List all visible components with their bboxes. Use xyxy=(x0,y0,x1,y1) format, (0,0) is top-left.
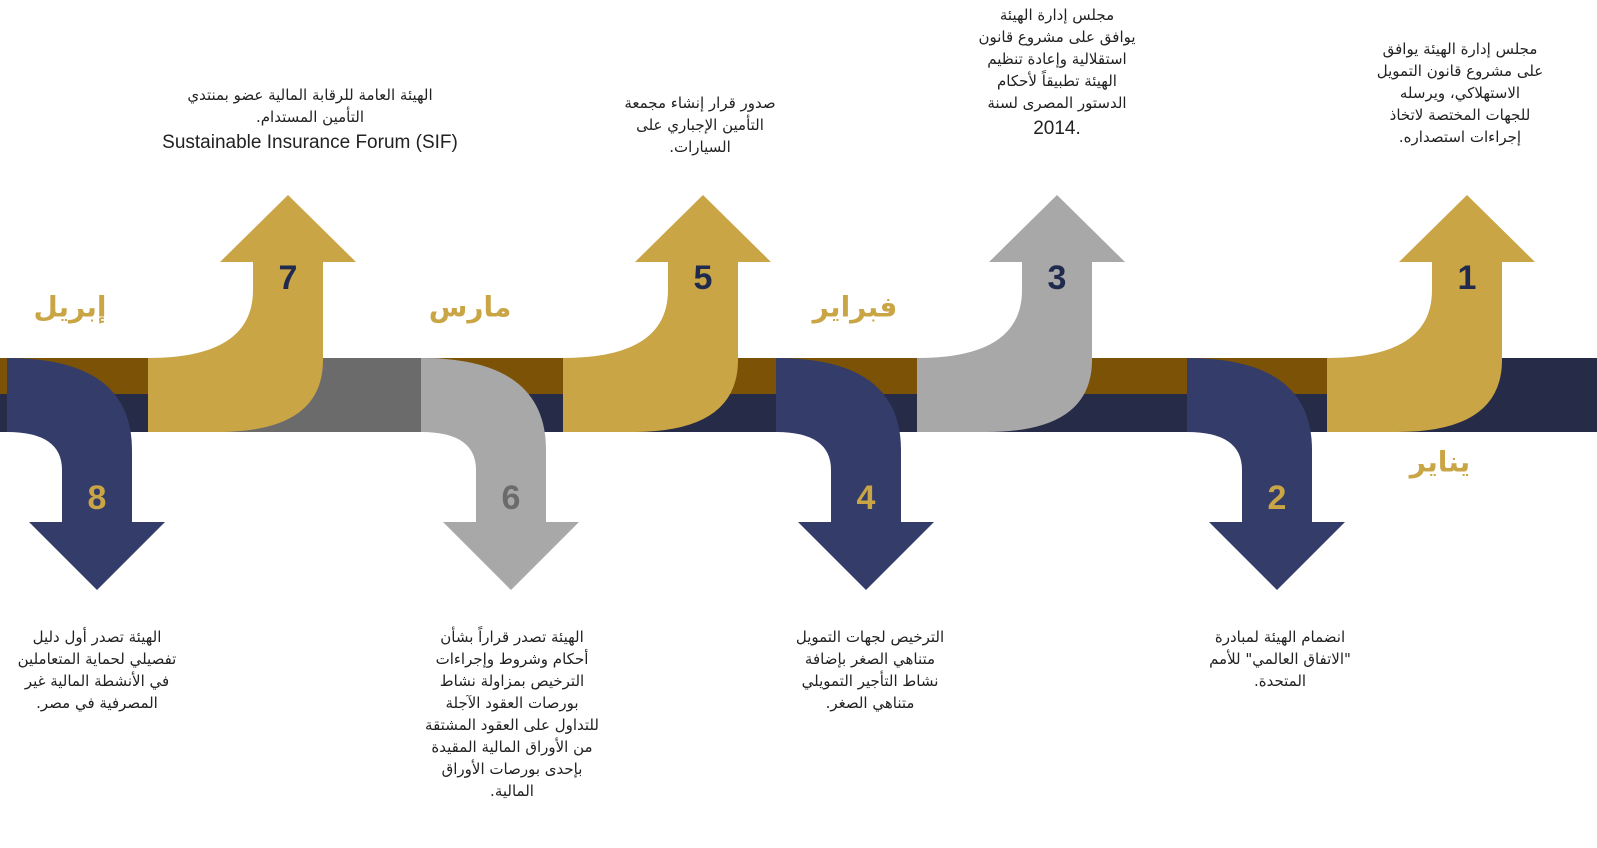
month-label: يناير xyxy=(1409,445,1471,479)
event-number: 5 xyxy=(694,259,713,297)
event-line: السيارات. xyxy=(669,138,731,156)
event-line: "الاتفاق العالمي" للأمم xyxy=(1209,650,1351,668)
event-line: بورصات العقود الآجلة xyxy=(445,694,579,712)
event-line: الهيئة تطبيقاً لأحكام xyxy=(997,72,1117,90)
event-text: الهيئة تصدر أول دليل تفصيلي لحماية المتعا… xyxy=(0,626,247,714)
event-line: انضمام الهيئة لمبادرة xyxy=(1214,628,1346,646)
event-number: 7 xyxy=(279,259,298,297)
event-number: 4 xyxy=(857,479,876,517)
month-label: فبراير xyxy=(812,290,898,324)
event-line: الهيئة تصدر قراراً بشأن xyxy=(440,628,584,646)
event-text: مجلس إدارة الهيئة يوافق على مشروع قانون ا… xyxy=(1310,38,1597,148)
event-line: الدستور المصرى لسنة xyxy=(987,94,1127,112)
event-line: نشاط التأجير التمويلي xyxy=(801,672,939,690)
event-line: التأمين المستدام. xyxy=(256,108,364,126)
event-line: المصرفية في مصر. xyxy=(36,694,158,712)
arrow xyxy=(776,358,934,590)
arrow xyxy=(1327,195,1535,432)
event-text: مجلس إدارة الهيئة يوافق على مشروع قانون اس… xyxy=(907,4,1207,140)
event-text: انضمام الهيئة لمبادرة "الاتفاق العالمي" ل… xyxy=(1130,626,1430,692)
event-line: على مشروع قانون التمويل xyxy=(1376,62,1544,80)
event-line: Sustainable Insurance Forum (SIF) xyxy=(162,132,458,153)
month-label: إبريل xyxy=(33,290,107,324)
arrow xyxy=(7,358,165,590)
event-line: مجلس إدارة الهيئة xyxy=(999,6,1115,24)
event-number: 8 xyxy=(88,479,107,517)
event-line: التأمين الإجباري على xyxy=(636,116,764,134)
event-line: الاستهلاكي، ويرسله xyxy=(1399,84,1521,102)
event-line: إجراءات استصداره. xyxy=(1398,128,1522,146)
event-line: مجلس إدارة الهيئة يوافق xyxy=(1382,40,1538,58)
event-line: للجهات المختصة لاتخاذ xyxy=(1389,106,1531,124)
event-line: يوافق على مشروع قانون xyxy=(978,28,1136,46)
event-number: 2 xyxy=(1268,479,1287,517)
event-line: المتحدة. xyxy=(1253,672,1307,690)
arrow xyxy=(1187,358,1345,590)
event-line: صدور قرار إنشاء مجمعة xyxy=(624,94,776,112)
event-line: من الأوراق المالية المقيدة xyxy=(431,738,593,756)
event-line: استقلالية وإعادة تنظيم xyxy=(987,50,1127,68)
event-line: متناهي الصغر. xyxy=(825,694,915,712)
event-line: 2014. xyxy=(1033,118,1081,139)
event-number: 6 xyxy=(502,479,521,517)
arrow xyxy=(917,195,1125,432)
event-line: الهيئة تصدر أول دليل xyxy=(32,628,162,646)
arrow xyxy=(148,195,356,432)
event-line: الترخيص لجهات التمويل xyxy=(795,628,945,646)
event-line: في الأنشطة المالية غير xyxy=(24,672,170,690)
event-line: المالية. xyxy=(490,782,534,800)
event-line: الهيئة العامة للرقابة المالية عضو بمنتدي xyxy=(187,86,433,104)
month-label: مارس xyxy=(428,290,512,324)
event-text: الترخيص لجهات التمويل متناهي الصغر بإضافة… xyxy=(720,626,1020,714)
event-line: الترخيص بمزاولة نشاط xyxy=(439,672,585,690)
event-line: بإحدى بورصات الأوراق xyxy=(441,760,583,778)
event-text: الهيئة تصدر قراراً بشأن أحكام وشروط وإجرا… xyxy=(362,626,662,802)
event-line: للتداول على العقود المشتقة xyxy=(425,716,599,734)
arrow xyxy=(563,195,771,432)
event-line: متناهي الصغر بإضافة xyxy=(804,650,936,668)
event-line: أحكام وشروط وإجراءات xyxy=(435,650,589,668)
event-text: الهيئة العامة للرقابة المالية عضو بمنتدي… xyxy=(160,84,460,154)
event-text: صدور قرار إنشاء مجمعة التأمين الإجباري عل… xyxy=(550,92,850,158)
event-number: 1 xyxy=(1458,259,1477,297)
event-line: تفصيلي لحماية المتعاملين xyxy=(17,650,177,668)
event-number: 3 xyxy=(1048,259,1067,297)
arrow xyxy=(421,358,579,590)
